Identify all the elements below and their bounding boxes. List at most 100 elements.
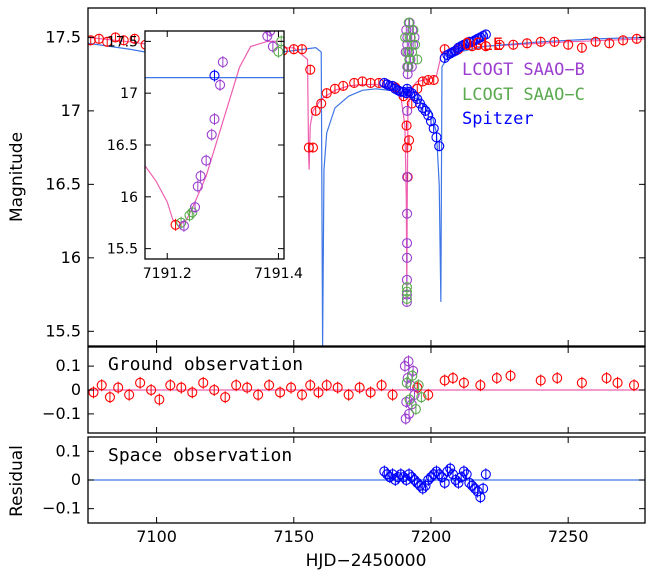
- data-point: [305, 379, 316, 392]
- data-point: [407, 369, 418, 382]
- data-point: [387, 388, 398, 401]
- data-point: [365, 77, 376, 88]
- data-point: [467, 479, 478, 492]
- data-point: [135, 376, 146, 389]
- data-point: [124, 388, 135, 401]
- data-point: [354, 381, 365, 394]
- y-tick-label: 17: [61, 101, 81, 120]
- data-point: [409, 91, 420, 102]
- data-point: [96, 379, 107, 392]
- x-tick-label: 7200: [411, 527, 452, 546]
- data-point: [402, 208, 413, 219]
- data-point: [313, 386, 324, 399]
- data-point: [187, 386, 198, 399]
- data-point: [428, 123, 439, 134]
- data-point: [365, 386, 376, 399]
- x-tick-label: 7150: [273, 527, 314, 546]
- data-point: [590, 36, 601, 47]
- data-point: [373, 77, 384, 88]
- data-point: [387, 468, 398, 481]
- data-point: [265, 31, 276, 37]
- legend-lcogt-saao-c: LCOGT SAAO−C: [462, 85, 585, 105]
- data-point: [469, 482, 480, 495]
- data-point: [296, 44, 308, 55]
- data-point: [508, 39, 519, 50]
- data-point: [176, 381, 187, 394]
- data-point: [401, 120, 412, 131]
- y-tick-label: 0: [71, 470, 81, 489]
- data-point: [305, 64, 316, 75]
- data-point: [458, 465, 469, 478]
- data-point: [285, 381, 297, 394]
- data-point: [494, 39, 505, 50]
- data-point: [88, 386, 99, 399]
- data-point: [316, 98, 327, 109]
- data-point: [402, 238, 413, 249]
- x-tick-label: 7100: [136, 527, 177, 546]
- data-point: [192, 180, 203, 193]
- main-frame: [87, 7, 646, 347]
- data-point: [576, 376, 587, 389]
- data-point: [273, 45, 284, 58]
- data-point: [576, 42, 587, 53]
- y-tick-label: 17: [120, 86, 138, 102]
- data-point: [475, 379, 486, 392]
- data-point: [253, 388, 264, 401]
- space-residual-panel: 7100 7150 7200 7250 0.1 0 −0.1 Space observati…: [42, 436, 646, 546]
- y-tick-label: 16.5: [107, 138, 138, 154]
- data-point: [118, 35, 129, 46]
- data-point: [332, 381, 343, 394]
- data-point: [189, 201, 201, 214]
- data-point: [217, 56, 228, 69]
- data-point: [357, 76, 368, 87]
- y-tick-label: 16: [120, 190, 138, 206]
- data-point: [456, 471, 467, 484]
- data-point: [442, 465, 453, 478]
- data-point: [472, 485, 483, 498]
- y-tick-label: 16: [61, 248, 81, 267]
- data-point: [447, 372, 458, 385]
- data-point: [410, 403, 421, 416]
- data-point: [403, 468, 415, 481]
- data-point: [395, 468, 406, 481]
- y-tick-label: −0.1: [42, 404, 81, 423]
- data-point: [439, 374, 450, 387]
- data-point: [413, 379, 424, 392]
- data-point: [450, 474, 461, 486]
- inset-plot: 7191.2 7191.4 15.5 16 16.5 17 17.5: [107, 30, 303, 282]
- data-point: [206, 128, 217, 141]
- legend-ogle: OGLE: [462, 35, 503, 55]
- data-point: [563, 39, 574, 50]
- y-tick-label: 0.1: [56, 356, 81, 375]
- y-tick-label: 16.5: [45, 174, 81, 193]
- legend: OGLE LCOGT SAAO−B LCOGT SAAO−C Spitzer: [462, 35, 585, 129]
- data-point: [612, 376, 623, 389]
- data-point: [467, 36, 478, 47]
- data-point: [403, 135, 415, 146]
- data-point: [601, 372, 612, 385]
- data-point: [431, 465, 442, 478]
- data-point: [521, 38, 533, 49]
- data-point: [384, 471, 395, 484]
- data-point: [288, 44, 299, 55]
- data-point: [409, 474, 420, 486]
- data-point: [231, 379, 242, 392]
- data-point: [146, 384, 157, 396]
- data-point: [170, 218, 181, 231]
- data-point: [398, 471, 409, 484]
- data-point: [104, 391, 116, 404]
- data-point: [475, 32, 486, 43]
- data-point: [402, 105, 413, 116]
- inset-ground-model-line: [145, 40, 284, 227]
- data-point: [414, 479, 426, 492]
- data-point: [412, 54, 423, 65]
- data-point: [401, 474, 412, 486]
- x-tick-label: 7191.2: [143, 266, 192, 282]
- data-point: [428, 74, 439, 86]
- y-tick-label: 0: [71, 380, 81, 399]
- data-point: [423, 110, 434, 121]
- data-point: [417, 76, 428, 87]
- data-point: [628, 379, 640, 392]
- x-tick-label: 7250: [548, 527, 589, 546]
